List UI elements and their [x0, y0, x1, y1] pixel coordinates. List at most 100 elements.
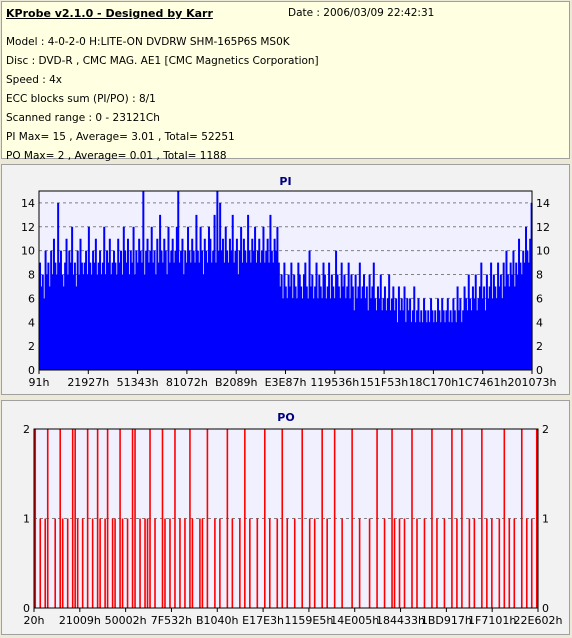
pi-bar [238, 250, 241, 370]
pi-bar [68, 250, 71, 370]
pi-bar [457, 310, 460, 370]
pi-bar [124, 250, 127, 370]
pi-bar [149, 250, 152, 370]
pi-bar [228, 238, 231, 370]
pi-bar [93, 262, 96, 370]
pi-bar [231, 214, 234, 370]
pi-bar [97, 262, 100, 370]
pi-bar [254, 226, 257, 370]
pi-bar [305, 286, 308, 370]
po-x-tick-label: 184433h [376, 614, 425, 627]
pi-bar [166, 274, 169, 370]
pi-bar [251, 238, 254, 370]
pi-bar [242, 238, 245, 370]
pi-bar [282, 298, 285, 370]
pi-bar [453, 310, 456, 370]
pi-bar [168, 262, 171, 370]
pi-bar [205, 250, 208, 370]
po-y-tick-right: 1 [542, 513, 549, 526]
pi-bar [83, 262, 86, 370]
pi-bar [108, 238, 111, 370]
scan-date: Date : 2006/03/09 22:42:31 [288, 7, 435, 19]
pi-bar [268, 262, 271, 370]
po-x-tick-label: 20h [24, 614, 45, 627]
pi-bar [249, 262, 252, 370]
pi-bar [157, 262, 160, 370]
pi-y-tick-left: 8 [28, 269, 35, 282]
pi-bar [519, 262, 522, 370]
pi-bar [110, 274, 113, 370]
pi-bar [386, 298, 389, 370]
pi-bar [201, 250, 204, 370]
info-panel: KProbe v2.1.0 - Designed by Karr Date : … [1, 1, 570, 162]
pi-bar [139, 250, 142, 370]
pi-bar [336, 274, 339, 370]
po-plot-border [33, 428, 539, 609]
pi-bar [358, 262, 361, 370]
pi-bar [498, 286, 501, 370]
pi-bar [437, 298, 440, 370]
pi-bar [279, 286, 282, 370]
pi-bar [322, 262, 325, 370]
pi-bar [414, 322, 417, 370]
pi-bar [406, 298, 409, 370]
pi-bar [207, 226, 210, 370]
pi-x-tick-label: 1C7461h [458, 376, 508, 389]
pi-bar [64, 262, 67, 370]
pi-bar [363, 274, 366, 370]
pi-bar [103, 226, 106, 370]
pi-chart-title: PI [279, 175, 291, 188]
pi-bar [241, 262, 244, 370]
pi-y-tick-right: 0 [536, 364, 543, 377]
pi-y-tick-left: 6 [28, 292, 35, 305]
pi-bar [75, 286, 78, 370]
pi-bar [273, 238, 276, 370]
pi-bar [224, 226, 227, 370]
pi-bar [194, 262, 197, 370]
pi-bar [318, 274, 321, 370]
pi-bar [425, 322, 428, 370]
pi-bar [438, 310, 441, 370]
pi-bar [163, 238, 166, 370]
pi-chart-panel: PI 0 0 2 2 4 4 6 6 8 8 10 10 12 12 14 14 91h 21927h 51343h 8… [1, 164, 570, 395]
pi-bar [508, 286, 511, 370]
pi-bar [135, 250, 138, 370]
pi-bar [129, 250, 132, 370]
pi-bar [269, 214, 272, 370]
pi-bar [522, 250, 525, 370]
pi-bar [147, 262, 150, 370]
pi-bar [86, 274, 89, 370]
pi-bar [58, 262, 61, 370]
pi-bar [518, 238, 521, 370]
pi-bar [164, 250, 167, 370]
pi-bar [43, 298, 46, 370]
pi-bar [411, 310, 414, 370]
pi-bar [89, 262, 92, 370]
pi-bar [153, 250, 156, 370]
pi-bar [471, 286, 474, 370]
pi-bar [185, 262, 188, 370]
pi-bar [161, 262, 164, 370]
pi-bar [57, 202, 60, 370]
pi-bar [188, 250, 191, 370]
pi-bar [494, 286, 497, 370]
pi-bar [416, 310, 419, 370]
pi-x-tick-label: 119536h [310, 376, 359, 389]
po-x-tick-label: 1159E5h [284, 614, 333, 627]
pi-bar [47, 262, 50, 370]
pi-x-tick-label: E3E87h [265, 376, 307, 389]
po-x-tick-label: 22E602h [514, 614, 563, 627]
pi-bar [82, 274, 85, 370]
pi-bar [330, 274, 333, 370]
pi-bar [344, 298, 347, 370]
pi-bar [295, 298, 298, 370]
pi-bar [230, 250, 233, 370]
pi-bar [276, 226, 279, 370]
pi-bar [44, 250, 47, 370]
pi-bar [441, 298, 444, 370]
pi-bar [460, 322, 463, 370]
pi-bar [66, 274, 69, 370]
pi-bar [252, 250, 255, 370]
pi-bar [284, 286, 287, 370]
disc-line: Disc : DVD-R , CMC MAG. AE1 [CMC Magneti… [6, 55, 319, 67]
